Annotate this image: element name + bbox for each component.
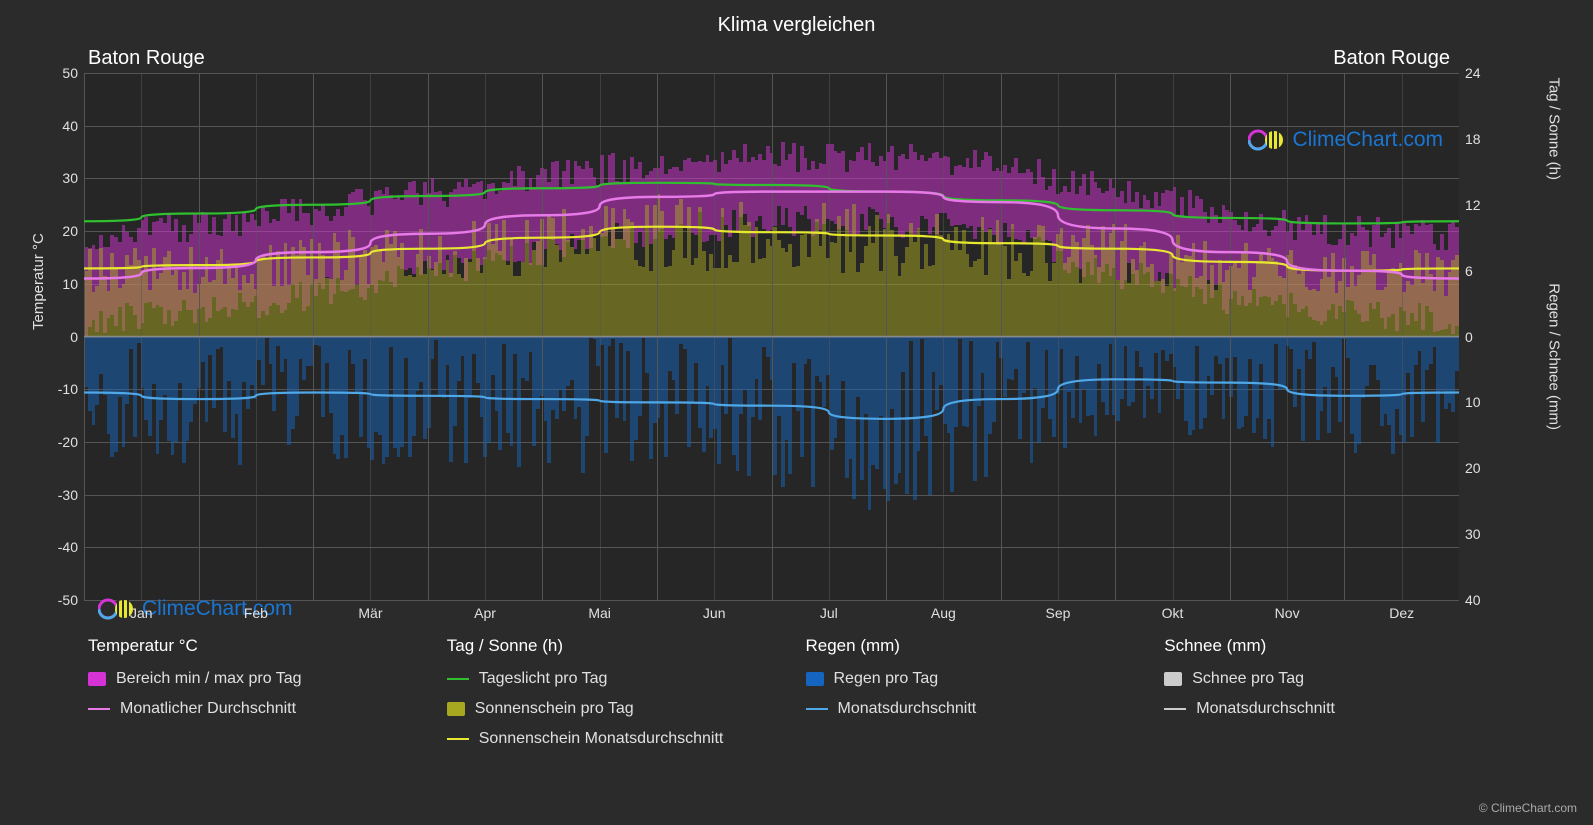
ytick-left: 50 — [28, 65, 78, 81]
legend-swatch — [88, 708, 110, 710]
legend-item: Sonnenschein Monatsdurchschnitt — [447, 730, 806, 748]
legend-label: Regen pro Tag — [834, 670, 939, 688]
legend-item: Tageslicht pro Tag — [447, 670, 806, 688]
legend-swatch — [447, 678, 469, 680]
xtick-month: Jun — [703, 605, 726, 621]
watermark-text: ClimeChart.com — [1292, 128, 1443, 152]
legend-label: Bereich min / max pro Tag — [116, 670, 302, 688]
legend-label: Schnee pro Tag — [1192, 670, 1304, 688]
ytick-right: 6 — [1465, 263, 1515, 279]
y-axis-right-top-label: Tag / Sonne (h) — [1546, 77, 1563, 180]
legend-item: Monatsdurchschnitt — [1164, 700, 1523, 718]
xtick-month: Jul — [820, 605, 838, 621]
y-axis-right-bot-label: Regen / Schnee (mm) — [1546, 283, 1563, 430]
ytick-right: 40 — [1465, 592, 1515, 608]
xtick-month: Aug — [931, 605, 956, 621]
legend-item: Schnee pro Tag — [1164, 670, 1523, 688]
legend-swatch — [1164, 672, 1182, 686]
climechart-logo-icon — [1248, 128, 1286, 152]
legend-heading: Schnee (mm) — [1164, 636, 1523, 656]
watermark-text: ClimeChart.com — [142, 597, 293, 621]
ytick-right: 0 — [1465, 329, 1515, 345]
legend-heading: Regen (mm) — [806, 636, 1165, 656]
ytick-right: 12 — [1465, 197, 1515, 213]
chart-title: Klima vergleichen — [0, 0, 1593, 37]
legend-swatch — [806, 708, 828, 710]
legend: Temperatur °C Bereich min / max pro Tag M… — [88, 636, 1523, 760]
copyright-text: © ClimeChart.com — [1479, 801, 1577, 815]
legend-label: Tageslicht pro Tag — [479, 670, 608, 688]
ytick-left: 40 — [28, 118, 78, 134]
legend-item: Sonnenschein pro Tag — [447, 700, 806, 718]
legend-label: Sonnenschein Monatsdurchschnitt — [479, 730, 724, 748]
chart-area — [84, 73, 1459, 600]
ytick-left: -20 — [28, 434, 78, 450]
legend-col-rain: Regen (mm) Regen pro Tag Monatsdurchschni… — [806, 636, 1165, 760]
ytick-right: 20 — [1465, 460, 1515, 476]
ytick-left: -50 — [28, 592, 78, 608]
legend-col-temp: Temperatur °C Bereich min / max pro Tag M… — [88, 636, 447, 760]
ytick-left: -40 — [28, 539, 78, 555]
legend-item: Monatlicher Durchschnitt — [88, 700, 447, 718]
legend-label: Sonnenschein pro Tag — [475, 700, 634, 718]
xtick-month: Apr — [474, 605, 496, 621]
daylight-line — [84, 183, 1459, 224]
xtick-month: Sep — [1045, 605, 1070, 621]
city-label-left: Baton Rouge — [88, 47, 205, 70]
legend-swatch — [806, 672, 824, 686]
ytick-right: 18 — [1465, 131, 1515, 147]
legend-heading: Tag / Sonne (h) — [447, 636, 806, 656]
ytick-left: -30 — [28, 487, 78, 503]
xtick-month: Mai — [588, 605, 611, 621]
legend-col-sun: Tag / Sonne (h) Tageslicht pro Tag Sonnen… — [447, 636, 806, 760]
ytick-right: 24 — [1465, 65, 1515, 81]
legend-item: Regen pro Tag — [806, 670, 1165, 688]
ytick-left: 10 — [28, 276, 78, 292]
legend-label: Monatlicher Durchschnitt — [120, 700, 296, 718]
rain-line — [84, 379, 1459, 419]
legend-heading: Temperatur °C — [88, 636, 447, 656]
legend-swatch — [447, 738, 469, 740]
ytick-right: 10 — [1465, 394, 1515, 410]
legend-swatch — [447, 702, 465, 716]
xtick-month: Feb — [244, 605, 268, 621]
xtick-month: Okt — [1162, 605, 1184, 621]
chart-lines — [84, 73, 1459, 600]
ytick-left: -10 — [28, 381, 78, 397]
ytick-left: 0 — [28, 329, 78, 345]
xtick-month: Nov — [1275, 605, 1300, 621]
watermark-top: ClimeChart.com — [1248, 128, 1443, 152]
city-label-right: Baton Rouge — [1333, 47, 1450, 70]
xtick-month: Jan — [130, 605, 153, 621]
legend-swatch — [88, 672, 106, 686]
legend-swatch — [1164, 708, 1186, 710]
legend-item: Bereich min / max pro Tag — [88, 670, 447, 688]
legend-item: Monatsdurchschnitt — [806, 700, 1165, 718]
ytick-right: 30 — [1465, 526, 1515, 542]
legend-label: Monatsdurchschnitt — [1196, 700, 1335, 718]
sunshine-line — [84, 227, 1459, 271]
ytick-left: 30 — [28, 170, 78, 186]
ytick-left: 20 — [28, 223, 78, 239]
legend-label: Monatsdurchschnitt — [838, 700, 977, 718]
xtick-month: Mär — [358, 605, 382, 621]
xtick-month: Dez — [1389, 605, 1414, 621]
legend-col-snow: Schnee (mm) Schnee pro Tag Monatsdurchsch… — [1164, 636, 1523, 760]
